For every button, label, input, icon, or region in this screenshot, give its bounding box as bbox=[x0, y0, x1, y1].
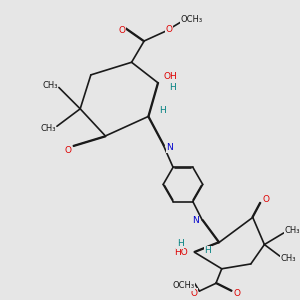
Text: CH₃: CH₃ bbox=[281, 254, 296, 263]
Text: O: O bbox=[118, 26, 125, 35]
Text: H: H bbox=[204, 246, 211, 255]
Text: O: O bbox=[65, 146, 72, 155]
Text: HO: HO bbox=[174, 248, 188, 257]
Text: OH: OH bbox=[163, 72, 177, 81]
Text: N: N bbox=[167, 143, 173, 152]
Text: CH₃: CH₃ bbox=[42, 81, 58, 90]
Text: OCH₃: OCH₃ bbox=[172, 281, 195, 290]
Text: O: O bbox=[166, 25, 172, 34]
Text: OCH₃: OCH₃ bbox=[180, 15, 202, 24]
Text: CH₃: CH₃ bbox=[40, 124, 56, 133]
Text: O: O bbox=[191, 289, 198, 298]
Text: H: H bbox=[177, 239, 183, 248]
Text: O: O bbox=[263, 195, 270, 204]
Text: H: H bbox=[169, 83, 176, 92]
Text: N: N bbox=[192, 216, 198, 225]
Text: O: O bbox=[233, 289, 240, 298]
Text: CH₃: CH₃ bbox=[285, 226, 300, 235]
Text: H: H bbox=[159, 106, 165, 115]
